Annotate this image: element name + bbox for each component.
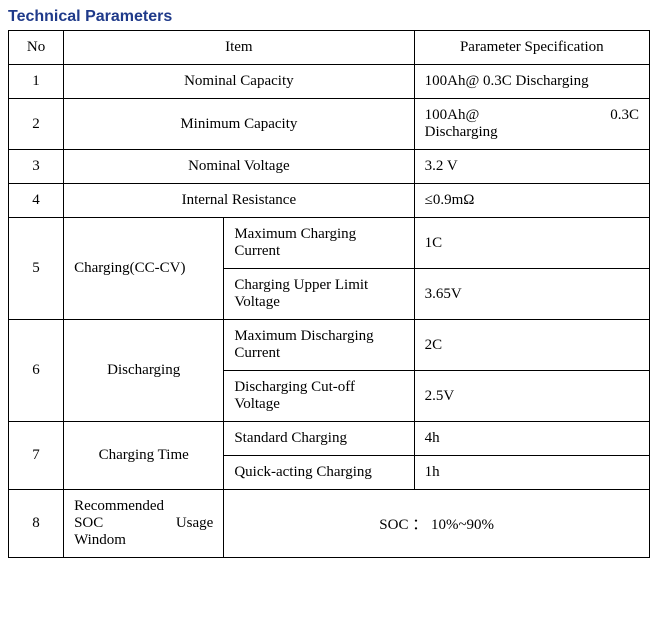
cell-subitem: Quick-acting Charging <box>224 456 414 490</box>
cell-item: Internal Resistance <box>64 184 415 218</box>
table-header-row: No Item Parameter Specification <box>9 31 650 65</box>
cell-subitem: Charging Upper Limit Voltage <box>224 269 414 320</box>
header-item: Item <box>64 31 415 65</box>
cell-value: 100Ah@ 0.3C Discharging <box>414 99 649 150</box>
cell-no: 7 <box>9 422 64 490</box>
cell-no: 1 <box>9 65 64 99</box>
cell-subitem: Discharging Cut-off Voltage <box>224 371 414 422</box>
cell-value: 4h <box>414 422 649 456</box>
table-row: 4 Internal Resistance ≤0.9mΩ <box>9 184 650 218</box>
value-part: 0.3C <box>610 107 639 124</box>
cell-value: SOC ： 10%~90% <box>224 490 650 558</box>
technical-params-table: No Item Parameter Specification 1 Nomina… <box>8 30 650 558</box>
table-row: 3 Nominal Voltage 3.2 V <box>9 150 650 184</box>
cell-subitem: Maximum Discharging Current <box>224 320 414 371</box>
cell-item: Nominal Capacity <box>64 65 415 99</box>
item-line: Windom <box>74 532 213 549</box>
cell-no: 2 <box>9 99 64 150</box>
cell-subitem: Maximum Charging Current <box>224 218 414 269</box>
cell-value: 1h <box>414 456 649 490</box>
cell-value: 1C <box>414 218 649 269</box>
cell-value: ≤0.9mΩ <box>414 184 649 218</box>
section-title: Technical Parameters <box>8 8 650 26</box>
cell-value: 3.2 V <box>414 150 649 184</box>
table-row: 5 Charging(CC-CV) Maximum Charging Curre… <box>9 218 650 269</box>
cell-no: 4 <box>9 184 64 218</box>
item-line: SOC <box>74 515 103 532</box>
cell-no: 8 <box>9 490 64 558</box>
cell-no: 6 <box>9 320 64 422</box>
header-no: No <box>9 31 64 65</box>
cell-no: 5 <box>9 218 64 320</box>
value-part: 100Ah@ <box>425 107 480 124</box>
cell-item: Recommended SOC Usage Windom <box>64 490 224 558</box>
table-row: 1 Nominal Capacity 100Ah@ 0.3C Dischargi… <box>9 65 650 99</box>
cell-value: 3.65V <box>414 269 649 320</box>
cell-value: 2.5V <box>414 371 649 422</box>
cell-value: 2C <box>414 320 649 371</box>
cell-item: Nominal Voltage <box>64 150 415 184</box>
item-line: Usage <box>176 515 214 532</box>
cell-item: Charging(CC-CV) <box>64 218 224 320</box>
cell-value: 100Ah@ 0.3C Discharging <box>414 65 649 99</box>
cell-no: 3 <box>9 150 64 184</box>
cell-item: Minimum Capacity <box>64 99 415 150</box>
item-line: Recommended <box>74 498 213 515</box>
cell-item: Charging Time <box>64 422 224 490</box>
table-row: 8 Recommended SOC Usage Windom SOC ： 10%… <box>9 490 650 558</box>
table-row: 6 Discharging Maximum Discharging Curren… <box>9 320 650 371</box>
value-part: Discharging <box>425 124 639 141</box>
table-row: 7 Charging Time Standard Charging 4h <box>9 422 650 456</box>
cell-subitem: Standard Charging <box>224 422 414 456</box>
table-row: 2 Minimum Capacity 100Ah@ 0.3C Dischargi… <box>9 99 650 150</box>
header-spec: Parameter Specification <box>414 31 649 65</box>
cell-item: Discharging <box>64 320 224 422</box>
